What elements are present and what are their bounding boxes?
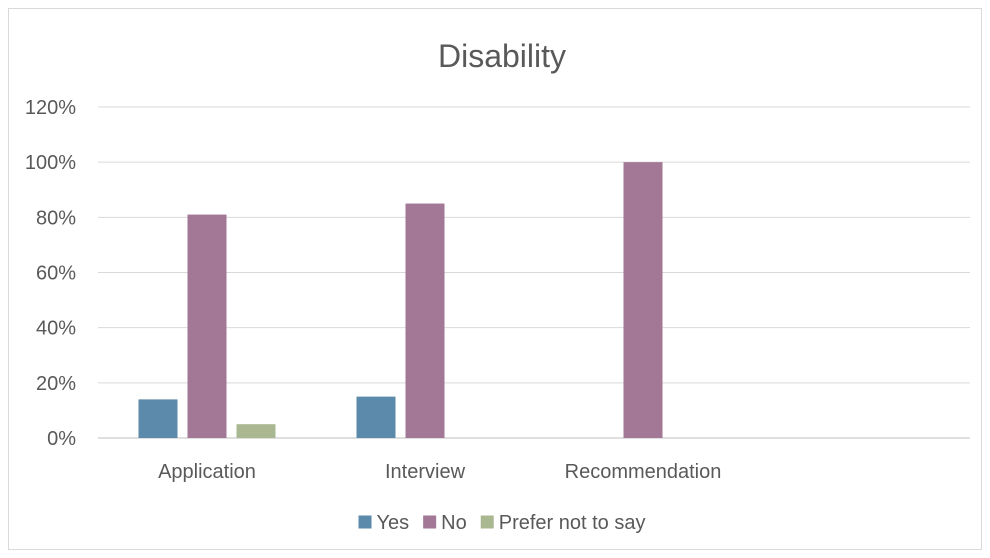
legend-swatch-prefer-not-to-say: [480, 515, 494, 529]
legend-swatch-no: [423, 515, 437, 529]
y-tick-label: 100%: [25, 152, 76, 174]
legend-swatch-yes: [358, 515, 372, 529]
legend-label: Prefer not to say: [499, 512, 646, 534]
x-category-label: Recommendation: [565, 461, 722, 483]
y-tick-label: 120%: [25, 97, 76, 119]
y-tick-label: 40%: [36, 318, 76, 340]
bar-no-application: [187, 214, 227, 438]
gridlines: [98, 106, 970, 439]
bar-yes-application: [138, 399, 178, 438]
y-tick-label: 20%: [36, 373, 76, 395]
x-category-label: Interview: [385, 461, 466, 483]
bar-no-recommendation: [623, 162, 663, 438]
chart-area: [8, 8, 982, 550]
y-tick-label: 80%: [36, 207, 76, 229]
bar-prefer-not-to-say-application: [236, 424, 276, 438]
y-tick-label: 60%: [36, 263, 76, 285]
x-category-label: Application: [158, 461, 256, 483]
legend: Yes No Prefer not to say: [358, 512, 646, 534]
bar-yes-interview: [356, 396, 396, 438]
x-axis-category-labels: Application Interview Recommendation: [158, 461, 721, 483]
legend-label: No: [441, 512, 467, 534]
y-tick-label: 0%: [47, 428, 76, 450]
chart-title: Disability: [438, 38, 566, 74]
legend-label: Yes: [377, 512, 410, 534]
bars: [138, 162, 663, 438]
y-axis-tick-labels: 0% 20% 40% 60% 80% 100% 120%: [25, 97, 76, 450]
bar-no-interview: [405, 203, 445, 438]
